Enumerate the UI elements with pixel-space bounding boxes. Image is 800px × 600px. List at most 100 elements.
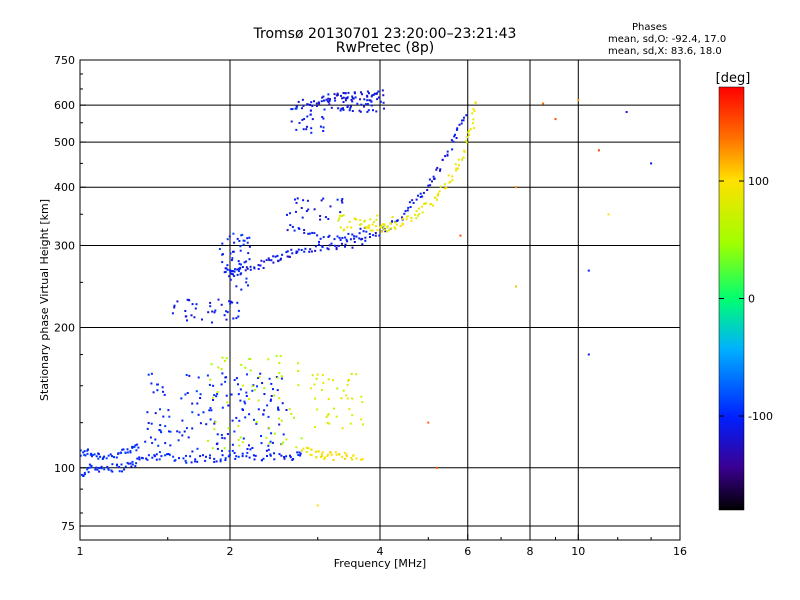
data-point — [342, 108, 345, 111]
data-point — [327, 218, 330, 220]
data-point — [213, 428, 216, 431]
data-point — [245, 260, 248, 263]
data-point — [208, 457, 211, 460]
data-point — [339, 109, 342, 112]
data-point — [256, 385, 258, 388]
data-point — [381, 89, 384, 92]
data-point — [103, 455, 106, 458]
data-point — [149, 436, 152, 439]
data-point — [303, 229, 306, 231]
data-point — [147, 373, 150, 376]
y-tick-label: 600 — [54, 99, 75, 112]
data-point — [297, 370, 300, 372]
data-point — [238, 240, 241, 242]
data-point — [279, 355, 282, 357]
data-point — [151, 442, 154, 444]
data-point — [260, 459, 263, 462]
data-point — [379, 100, 382, 103]
data-point — [209, 301, 212, 304]
data-point — [220, 434, 223, 436]
data-point — [87, 466, 90, 469]
data-point — [196, 447, 199, 450]
data-point — [265, 259, 268, 262]
data-point — [313, 100, 315, 103]
data-point — [340, 107, 343, 110]
x-tick-label: 16 — [673, 545, 687, 558]
data-point — [376, 229, 379, 232]
data-point — [233, 275, 236, 277]
data-point — [147, 422, 150, 424]
data-point — [407, 206, 410, 209]
data-point — [361, 401, 364, 404]
data-point — [358, 223, 361, 226]
data-point — [383, 224, 386, 227]
data-point — [455, 169, 458, 172]
data-point — [246, 448, 249, 450]
data-point — [226, 311, 229, 314]
data-point — [302, 447, 305, 450]
data-point — [322, 117, 325, 120]
data-point — [242, 239, 245, 242]
data-point — [386, 230, 389, 233]
data-point — [383, 223, 386, 226]
data-point — [209, 418, 212, 421]
data-point — [382, 227, 385, 230]
data-point — [251, 447, 254, 449]
data-point — [317, 243, 320, 246]
data-point — [281, 253, 284, 256]
data-point — [245, 277, 248, 280]
data-point — [86, 452, 89, 455]
data-point — [225, 376, 228, 379]
data-point — [191, 450, 194, 453]
data-point — [214, 421, 217, 424]
data-point — [346, 104, 349, 107]
data-point — [158, 458, 161, 461]
data-point — [121, 448, 124, 451]
data-point — [315, 102, 318, 105]
data-point — [305, 451, 308, 453]
data-point — [350, 226, 353, 229]
data-point — [249, 448, 252, 451]
x-axis-ticks: 1 2 4 6 8 10 16 — [77, 534, 687, 558]
data-point — [319, 237, 322, 240]
data-point — [364, 236, 367, 239]
data-point — [327, 101, 330, 103]
data-point — [167, 453, 170, 455]
data-point — [267, 415, 270, 418]
data-point — [107, 467, 110, 470]
data-point — [297, 248, 300, 251]
data-point — [195, 390, 198, 393]
data-point — [265, 436, 268, 439]
data-point — [191, 427, 194, 430]
data-point — [327, 398, 330, 400]
data-point — [471, 112, 474, 115]
data-point — [280, 419, 283, 422]
data-point — [296, 197, 299, 200]
data-point — [245, 266, 248, 269]
data-point — [342, 389, 345, 392]
data-point — [311, 105, 314, 107]
data-point — [310, 109, 312, 112]
data-point — [321, 116, 324, 118]
data-point — [263, 387, 266, 390]
data-point — [230, 393, 233, 396]
data-point — [272, 261, 275, 264]
x-tick-label: 2 — [227, 545, 234, 558]
data-point — [342, 92, 345, 94]
data-point — [375, 225, 377, 228]
data-point — [351, 233, 354, 236]
x-tick-label: 4 — [377, 545, 384, 558]
data-point — [159, 429, 162, 432]
data-point — [232, 250, 235, 253]
data-point — [223, 314, 226, 317]
data-point — [292, 458, 295, 460]
data-point — [162, 415, 165, 418]
data-point — [368, 224, 371, 227]
data-point — [242, 437, 245, 440]
data-point — [210, 409, 213, 412]
data-point — [373, 92, 376, 95]
data-point — [177, 439, 180, 442]
data-point — [278, 423, 281, 426]
data-point — [205, 423, 208, 426]
